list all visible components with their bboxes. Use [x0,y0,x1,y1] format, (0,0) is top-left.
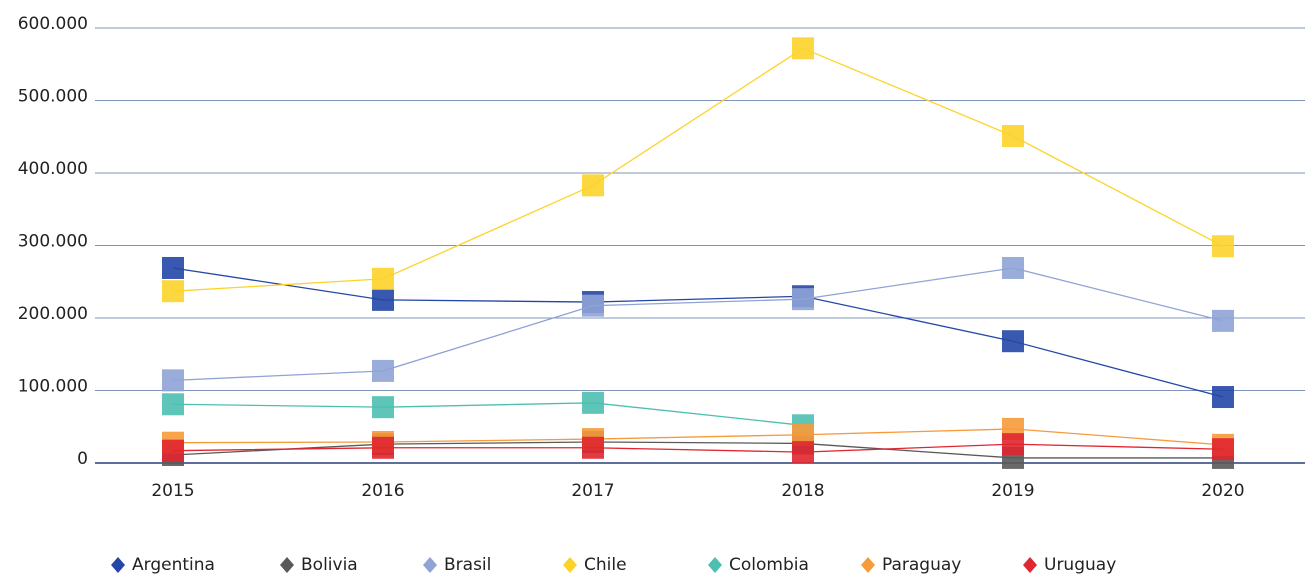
y-tick-label: 600.000 [18,14,88,34]
y-tick-label: 100.000 [18,377,88,397]
legend-marker [1023,557,1037,573]
x-tick-label: 2020 [1201,481,1244,501]
series-line [172,428,1224,446]
marker [1002,330,1024,353]
y-tick-label: 400.000 [18,159,88,179]
legend-label: Bolivia [301,555,358,575]
marker [372,436,394,459]
marker [792,37,814,60]
marker [162,439,184,462]
marker [1212,386,1234,409]
series-line [172,47,1224,292]
legend-marker [280,557,294,573]
marker [372,359,394,382]
legend-marker [423,557,437,573]
legend-label: Chile [584,555,627,575]
marker [162,369,184,392]
marker [372,396,394,419]
legend-marker [563,557,577,573]
x-tick-label: 2019 [991,481,1034,501]
series-line [172,267,1224,381]
marker [582,174,604,197]
marker [1002,256,1024,279]
legend-label: Paraguay [882,555,961,575]
x-tick-label: 2015 [151,481,194,501]
x-tick-label: 2016 [361,481,404,501]
marker [1212,309,1234,332]
legend-marker [861,557,875,573]
marker [582,391,604,414]
marker [162,280,184,303]
x-tick-label: 2018 [781,481,824,501]
legend-marker [111,557,125,573]
marker [1002,125,1024,148]
marker [792,441,814,464]
legend-label: Colombia [729,555,809,575]
marker [162,393,184,416]
y-tick-label: 200.000 [18,304,88,324]
marker [792,423,814,446]
series-line [172,443,1224,453]
y-tick-label: 300.000 [18,232,88,252]
marker [582,436,604,459]
marker [1002,433,1024,456]
y-tick-label: 0 [77,449,88,469]
y-tick-label: 500.000 [18,87,88,107]
marker [372,267,394,290]
legend-label: Uruguay [1044,555,1116,575]
marker [1212,235,1234,258]
legend-label: Argentina [132,555,215,575]
marker [372,288,394,311]
series-line [172,402,804,426]
x-tick-label: 2017 [571,481,614,501]
legend-label: Brasil [444,555,491,575]
marker [792,288,814,311]
marker [162,256,184,279]
series-line [172,267,1224,398]
marker [582,294,604,317]
marker [1212,438,1234,461]
series-line [172,441,1223,459]
legend-marker [708,557,722,573]
